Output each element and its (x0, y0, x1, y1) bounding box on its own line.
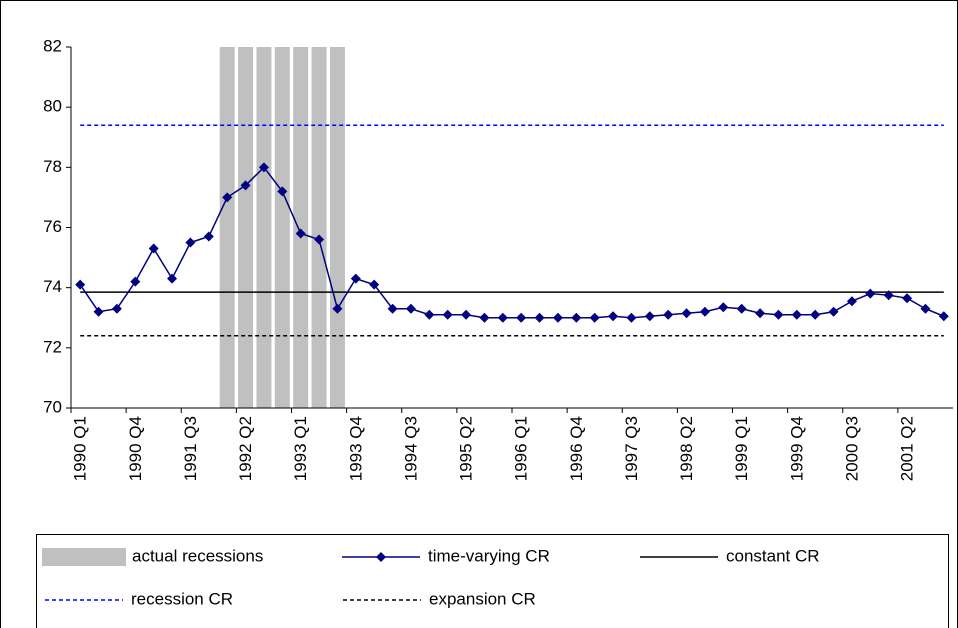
y-tick-label: 82 (43, 36, 62, 55)
data-point (130, 276, 141, 287)
recession-bar (293, 47, 309, 408)
data-point (736, 303, 747, 314)
x-tick-label: 1990 Q1 (71, 416, 90, 481)
data-point (608, 311, 619, 322)
data-point (295, 228, 306, 239)
recession-bar (329, 47, 345, 408)
x-tick-label: 1990 Q4 (126, 416, 145, 481)
y-tick-label: 72 (43, 337, 62, 356)
x-tick-label: 1997 Q3 (622, 416, 641, 481)
recession-bar (256, 47, 272, 408)
data-point (552, 312, 563, 323)
data-point (185, 237, 196, 248)
legend-label: expansion CR (429, 589, 536, 608)
x-tick-label: 1993 Q1 (291, 416, 310, 481)
data-point (681, 308, 692, 319)
x-tick-label: 2000 Q3 (842, 416, 861, 481)
data-point (111, 303, 122, 314)
data-point (920, 303, 931, 314)
x-tick-label: 1998 Q2 (677, 416, 696, 481)
data-point (938, 311, 949, 322)
x-tick-label: 1996 Q1 (512, 416, 531, 481)
data-point (314, 234, 325, 245)
data-point (424, 309, 435, 320)
data-point (479, 312, 490, 323)
recession-bar (238, 47, 254, 408)
data-point (497, 312, 508, 323)
y-tick-label: 76 (43, 217, 62, 236)
recession-bar (274, 47, 290, 408)
data-point (332, 303, 343, 314)
data-point (773, 309, 784, 320)
data-point (203, 231, 214, 242)
data-point (350, 273, 361, 284)
x-tick-label: 1999 Q4 (787, 416, 806, 481)
data-point (699, 306, 710, 317)
legend-swatch (42, 548, 126, 566)
data-point (791, 309, 802, 320)
x-tick-label: 1993 Q4 (346, 416, 365, 481)
x-tick-label: 2001 Q2 (898, 416, 917, 481)
data-point (865, 288, 876, 299)
data-point (387, 303, 398, 314)
x-tick-label: 1999 Q1 (732, 416, 751, 481)
data-point (828, 306, 839, 317)
x-tick-label: 1996 Q4 (567, 416, 586, 481)
data-point (846, 296, 857, 307)
data-point (167, 273, 178, 284)
data-point (405, 303, 416, 314)
data-point (534, 312, 545, 323)
y-tick-label: 70 (43, 397, 62, 416)
data-point (644, 311, 655, 322)
data-point (571, 312, 582, 323)
data-point (626, 312, 637, 323)
recession-bar (219, 47, 235, 408)
data-point (883, 290, 894, 301)
legend-label: time-varying CR (428, 546, 550, 565)
data-point (516, 312, 527, 323)
legend-label: constant CR (726, 546, 820, 565)
data-point (461, 309, 472, 320)
data-point (442, 309, 453, 320)
data-point (222, 192, 233, 203)
data-point (810, 309, 821, 320)
x-tick-label: 1995 Q2 (457, 416, 476, 481)
y-tick-label: 80 (43, 97, 62, 116)
legend-marker (376, 552, 386, 562)
x-tick-label: 1991 Q3 (181, 416, 200, 481)
data-point (93, 306, 104, 317)
x-tick-label: 1994 Q3 (401, 416, 420, 481)
data-point (718, 302, 729, 313)
data-point (902, 293, 913, 304)
data-point (369, 279, 380, 290)
data-point (240, 180, 251, 191)
data-point (663, 309, 674, 320)
data-point (589, 312, 600, 323)
x-tick-label: 1992 Q2 (236, 416, 255, 481)
legend-label: recession CR (131, 589, 233, 608)
data-point (277, 186, 288, 197)
data-point (755, 308, 766, 319)
y-tick-label: 78 (43, 157, 62, 176)
data-point (148, 243, 159, 254)
recession-bar (311, 47, 327, 408)
legend-box (36, 534, 949, 628)
legend-label: actual recessions (132, 546, 263, 565)
data-point (258, 162, 269, 173)
data-point (75, 279, 86, 290)
y-tick-label: 74 (43, 277, 62, 296)
